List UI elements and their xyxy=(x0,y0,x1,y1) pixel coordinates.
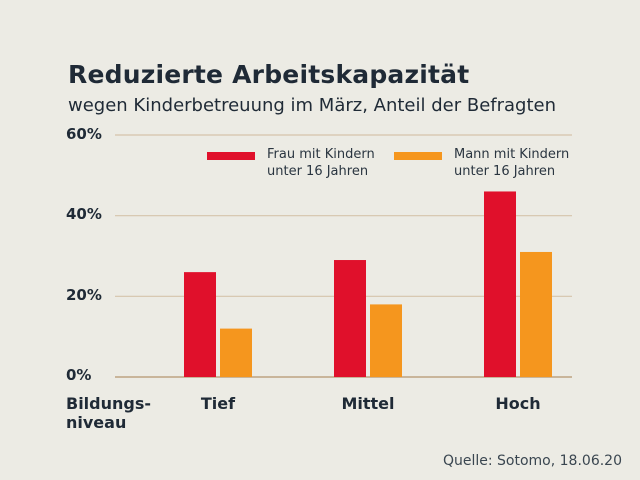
legend-item-frau: Frau mit Kindern unter 16 Jahren xyxy=(207,146,387,180)
legend-label-frau: Frau mit Kindern unter 16 Jahren xyxy=(267,147,375,179)
x-category-mittel: Mittel xyxy=(341,394,395,413)
source-note: Quelle: Sotomo, 18.06.20 xyxy=(442,453,622,469)
legend-item-mann: Mann mit Kindern unter 16 Jahren xyxy=(394,146,574,180)
y-tick-label-40: 40% xyxy=(66,205,102,223)
bar-tief-mann xyxy=(220,328,252,377)
x-axis-label: Bildungs- niveau xyxy=(66,394,152,432)
y-tick-label-20: 20% xyxy=(66,286,102,304)
chart-title: Reduzierte Arbeitskapazität xyxy=(68,60,470,89)
y-tick-label-60: 60% xyxy=(66,125,102,143)
bar-mittel-frau xyxy=(334,260,366,377)
legend-swatch-frau xyxy=(207,152,255,160)
chart-subtitle: wegen Kinderbetreuung im März, Anteil de… xyxy=(68,95,557,116)
legend-label-mann: Mann mit Kindern unter 16 Jahren xyxy=(454,147,570,179)
y-tick-label-0: 0% xyxy=(66,366,92,384)
legend-swatch-mann xyxy=(394,152,442,160)
bar-hoch-mann xyxy=(520,251,552,377)
bar-hoch-frau xyxy=(484,191,516,377)
bar-mittel-mann xyxy=(370,304,402,377)
x-category-tief: Tief xyxy=(200,394,236,413)
x-category-hoch: Hoch xyxy=(495,394,541,413)
bar-tief-frau xyxy=(184,272,216,377)
